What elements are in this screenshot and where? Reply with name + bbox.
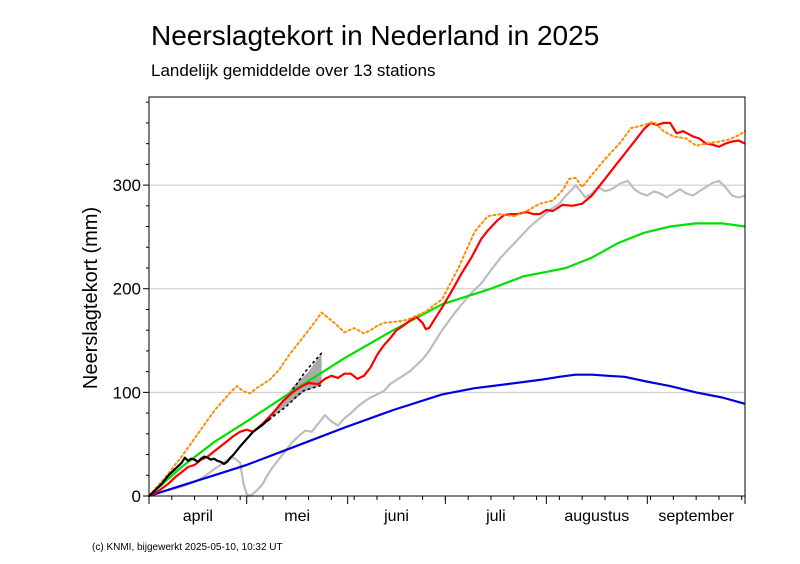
series-line-2025 <box>148 418 271 497</box>
chart-title: Neerslagtekort in Nederland in 2025 <box>151 20 600 51</box>
series-line-mediaan <box>148 222 746 497</box>
series-line-2024 <box>148 179 746 498</box>
forecast-median-line <box>268 384 323 421</box>
y-tick-label-300: 300 <box>113 176 141 195</box>
x-month-label-augustus: augustus <box>564 508 629 525</box>
y-tick-label-100: 100 <box>113 383 141 402</box>
series-line-vijfjaarlijks-droogste-jaar <box>148 121 746 497</box>
x-month-label-april: april <box>183 508 213 525</box>
plot-frame <box>148 96 746 497</box>
series-line-maximum <box>148 120 746 497</box>
credit-text: (c) KNMI, bijgewerkt 2025-05-10, 10:32 U… <box>92 542 283 553</box>
chart-subtitle: Landelijk gemiddelde over 13 stations <box>151 61 436 80</box>
x-month-label-mei: mei <box>284 508 310 525</box>
y-tick-label-200: 200 <box>113 280 141 299</box>
series-lines <box>148 120 746 498</box>
x-month-label-september: september <box>658 508 734 525</box>
x-month-label-juni: juni <box>383 508 409 525</box>
y-tick-label-0: 0 <box>132 487 141 506</box>
axes: 0 100 200 300 april mei juni juli augustus septem… <box>113 96 746 525</box>
x-month-label-juli: juli <box>485 508 506 525</box>
series-line-vijfjaarlijks-natste-jaar <box>148 373 746 498</box>
y-axis-label: Neerslagtekort (mm) <box>80 207 102 389</box>
